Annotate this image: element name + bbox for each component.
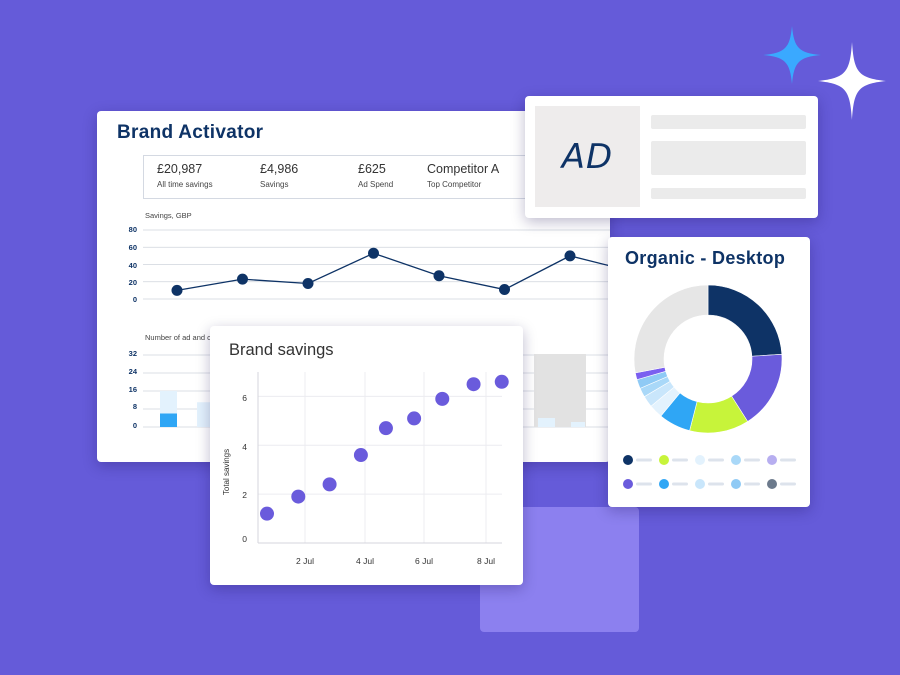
scatter-point	[407, 411, 422, 426]
scatter-ytick: 0	[242, 534, 247, 544]
line-ytick: 40	[128, 261, 137, 270]
scatter-ylabel: Total savings	[222, 449, 231, 495]
legend-placeholder-line	[672, 482, 688, 486]
stat-all-time-savings: £20,987 All time savings	[157, 162, 213, 189]
savings-point	[564, 250, 576, 262]
line-ytick: 80	[128, 225, 137, 234]
ad-placeholder-block	[651, 141, 806, 175]
legend-placeholder-line	[636, 458, 652, 462]
stat-label: Top Competitor	[427, 180, 482, 189]
scatter-point	[494, 374, 509, 389]
scatter-point	[466, 377, 481, 392]
legend-placeholder-line	[780, 482, 796, 486]
stat-value: Competitor A	[427, 162, 500, 176]
bar-light	[538, 418, 555, 427]
scatter-xtick: 6 Jul	[415, 556, 433, 566]
legend-marker	[695, 455, 705, 465]
stat-label: Savings	[260, 180, 289, 189]
organic-desktop-card: Organic - Desktop	[608, 237, 810, 507]
legend-placeholder-line	[744, 482, 760, 486]
legend-marker	[731, 455, 741, 465]
scatter-point	[353, 448, 368, 463]
ad-placeholder-line	[651, 115, 806, 129]
stat-ad-spend: £625 Ad Spend	[358, 162, 393, 189]
stat-value: £4,986	[260, 162, 299, 176]
brand-activator-card: Brand Activator £20,987 All time savings…	[97, 111, 610, 462]
scatter-point	[435, 391, 450, 406]
legend-placeholder-line	[636, 482, 652, 486]
savings-point	[302, 277, 314, 289]
bar-blue	[160, 413, 177, 427]
bar-ytick: 24	[128, 367, 137, 376]
stat-label: Ad Spend	[358, 180, 394, 189]
legend-marker	[623, 455, 633, 465]
bar-ytick: 0	[132, 421, 137, 430]
scatter-point	[378, 421, 393, 436]
legend-placeholder-line	[708, 458, 724, 462]
stat-value: £20,987	[157, 162, 203, 176]
scatter-point	[291, 489, 306, 504]
brand-savings-title: Brand savings	[229, 341, 334, 359]
bar-light	[571, 422, 585, 427]
legend-placeholder-line	[708, 482, 724, 486]
sparkle-blue-icon	[763, 26, 821, 84]
legend-marker	[659, 479, 669, 489]
donut-legend	[623, 455, 796, 489]
savings-point	[433, 270, 445, 282]
scatter-xtick: 2 Jul	[296, 556, 314, 566]
scatter-xtick: 4 Jul	[356, 556, 374, 566]
organic-title: Organic - Desktop	[625, 248, 786, 268]
savings-line-chart	[143, 229, 610, 300]
donut-slice	[633, 284, 709, 374]
brand-savings-card: Brand savings Total savings 6 4 2 0 2 Ju…	[210, 326, 523, 585]
scatter-point	[322, 477, 337, 492]
legend-marker	[659, 455, 669, 465]
stat-value: £625	[358, 162, 386, 176]
legend-placeholder-line	[744, 458, 760, 462]
bar-highlight-column	[534, 354, 586, 427]
line-chart-ylabel: Savings, GBP	[145, 211, 192, 220]
stats-panel: £20,987 All time savings £4,986 Savings …	[143, 155, 565, 199]
ad-label: AD	[561, 136, 614, 177]
legend-marker	[767, 479, 777, 489]
bar-ytick: 8	[132, 402, 137, 411]
bar-light	[197, 402, 214, 427]
bar-chart-ylabel: Number of ad and c	[145, 333, 211, 342]
sparkle-white-icon	[818, 42, 886, 120]
stat-savings: £4,986 Savings	[260, 162, 298, 189]
legend-marker	[695, 479, 705, 489]
legend-placeholder-line	[780, 458, 796, 462]
legend-marker	[731, 479, 741, 489]
savings-point	[368, 247, 379, 259]
savings-point	[499, 284, 510, 296]
stat-top-competitor: Competitor A Top Competitor	[427, 162, 499, 189]
brand-activator-title: Brand Activator	[117, 122, 264, 143]
ad-placeholder-image: AD	[535, 106, 640, 207]
savings-point	[237, 273, 248, 285]
bar-ytick: 32	[128, 349, 137, 358]
brand-savings-scatter: Total savings 6 4 2 0 2 Jul 4 Jul 6 Jul …	[222, 372, 509, 566]
legend-marker	[623, 479, 633, 489]
ad-placeholder-line	[651, 188, 806, 199]
stat-label: All time savings	[157, 180, 213, 189]
line-ytick: 0	[132, 295, 137, 304]
scatter-xtick: 8 Jul	[477, 556, 495, 566]
organic-donut-chart	[633, 284, 783, 434]
bar-ytick: 16	[128, 385, 137, 394]
legend-placeholder-line	[672, 458, 688, 462]
scatter-ytick: 6	[242, 393, 247, 403]
scatter-ytick: 4	[242, 442, 247, 452]
line-ytick: 60	[128, 243, 137, 252]
savings-point	[171, 284, 183, 296]
line-ytick: 20	[128, 278, 137, 287]
legend-marker	[767, 455, 777, 465]
scatter-point	[260, 506, 274, 521]
ad-preview-card: AD	[525, 96, 818, 218]
scatter-ytick: 2	[242, 490, 247, 500]
